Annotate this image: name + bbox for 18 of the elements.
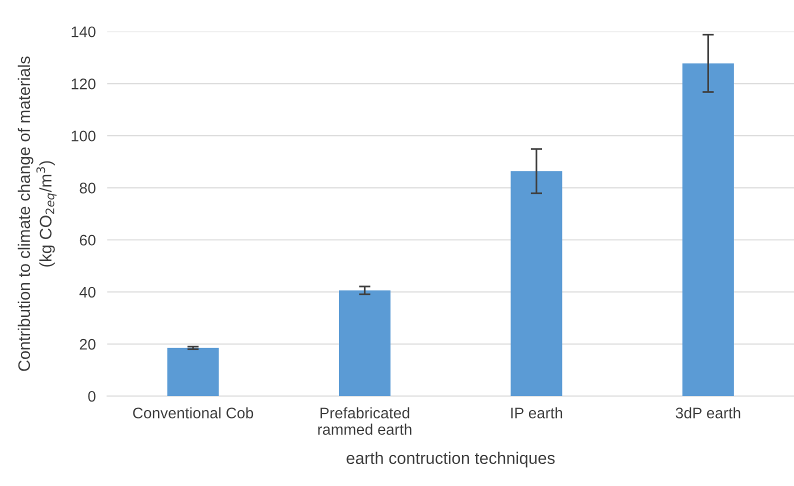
y-tick-label: 120 <box>72 78 96 90</box>
y-tick-label: 0 <box>88 390 96 402</box>
x-axis-title: earth contruction techniques <box>346 452 555 468</box>
bar <box>338 290 390 396</box>
x-tick-label: Conventional Cob <box>133 407 254 418</box>
x-tick-label: 3dP earth <box>676 407 740 418</box>
x-tick-label: IP earth <box>511 407 562 418</box>
bar <box>510 171 562 396</box>
x-tick-label: Prefabricated rammed earth <box>318 407 412 435</box>
y-tick-label: 20 <box>80 338 96 350</box>
y-tick-label: 140 <box>72 26 96 38</box>
y-axis-title: Contribution to climate change of materials (kg CO$_{2eq}$/m$^{3}$) <box>18 56 57 371</box>
y-tick-label: 60 <box>80 234 96 246</box>
y-tick-label: 100 <box>72 130 96 142</box>
bar <box>167 348 219 396</box>
y-tick-label: 40 <box>79 286 96 298</box>
y-tick-label: 80 <box>80 182 96 194</box>
bar <box>682 63 734 396</box>
